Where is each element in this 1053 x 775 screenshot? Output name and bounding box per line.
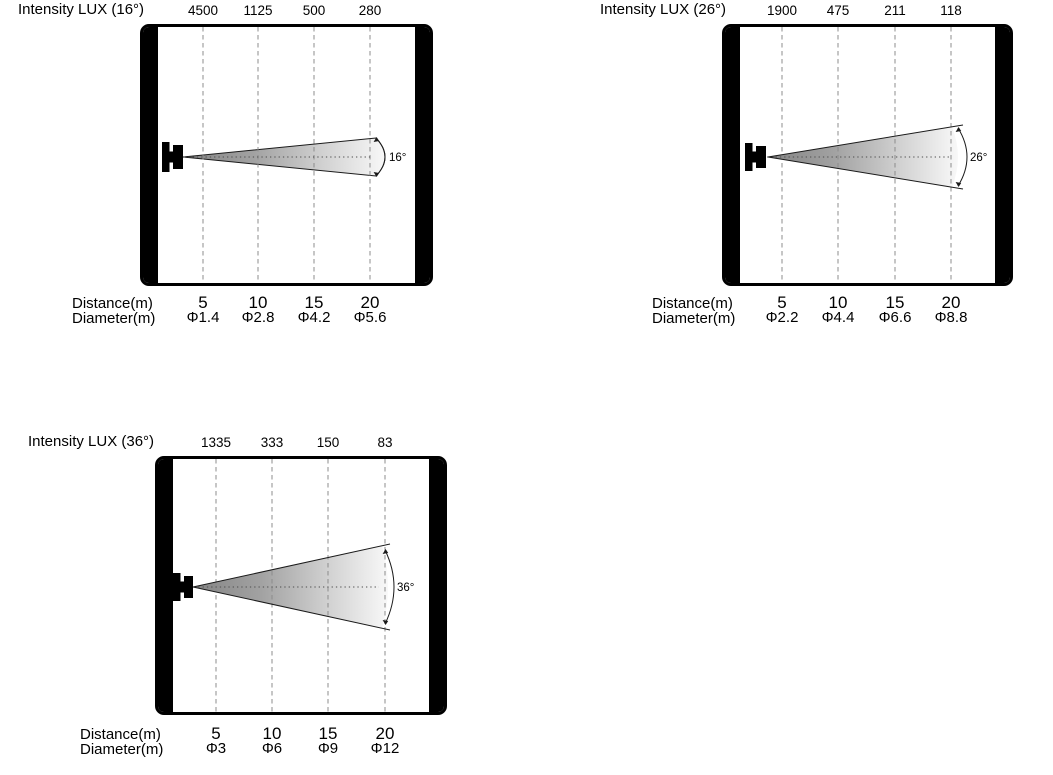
frame-side-bar-left bbox=[143, 27, 158, 283]
intensity-value: 1335 bbox=[200, 435, 232, 450]
beam-angle-label: 16° bbox=[389, 152, 406, 164]
beam-angle-arc bbox=[957, 127, 968, 187]
diagram-title: Intensity LUX (16°) bbox=[18, 1, 145, 18]
distance-value: 10 bbox=[248, 293, 268, 312]
distance-value: 15 bbox=[318, 724, 338, 743]
distance-axis-label: Distance(m) bbox=[80, 726, 161, 743]
diameter-value: Φ6 bbox=[261, 740, 283, 757]
beam-plot: 26° bbox=[725, 27, 1010, 283]
frame-side-bar-left bbox=[725, 27, 740, 283]
diameter-axis-label: Diameter(m) bbox=[652, 310, 736, 327]
beam-angle-label: 26° bbox=[970, 152, 987, 164]
intensity-value: 118 bbox=[940, 3, 962, 18]
beam-angle-arc bbox=[384, 549, 395, 625]
distance-value: 15 bbox=[885, 293, 905, 312]
distance-value: 15 bbox=[304, 293, 324, 312]
frame-side-bar-left bbox=[158, 459, 173, 712]
beam-angle-arc bbox=[375, 137, 386, 177]
distance-value: 10 bbox=[262, 724, 282, 743]
intensity-value: 500 bbox=[302, 3, 326, 18]
frame-side-bar-right bbox=[415, 27, 430, 283]
light-fixture-icon bbox=[173, 573, 193, 601]
diagram-title: Intensity LUX (36°) bbox=[28, 433, 155, 450]
beam-plot: 36° bbox=[158, 459, 444, 712]
distance-value: 5 bbox=[777, 293, 787, 312]
arc-arrow-up-icon bbox=[955, 127, 962, 132]
distance-value: 5 bbox=[211, 724, 221, 743]
diagram-title: Intensity LUX (26°) bbox=[600, 1, 727, 18]
intensity-value: 1125 bbox=[243, 3, 273, 18]
light-fixture-icon bbox=[745, 143, 766, 171]
intensity-value: 150 bbox=[316, 435, 340, 450]
distance-value: 10 bbox=[828, 293, 848, 312]
beam-cone bbox=[193, 546, 388, 628]
distance-value: 20 bbox=[941, 293, 961, 312]
light-fixture-icon bbox=[162, 142, 183, 172]
arc-arrow-down-icon bbox=[373, 172, 380, 177]
diameter-value: Φ9 bbox=[317, 740, 339, 757]
beam-edge-bottom bbox=[767, 156, 964, 190]
beam-cone bbox=[768, 127, 958, 187]
intensity-value: 475 bbox=[826, 3, 850, 18]
beam-frame: 26° bbox=[722, 24, 1013, 286]
diameter-axis-label: Diameter(m) bbox=[72, 310, 156, 327]
diameter-value: Φ12 bbox=[370, 740, 400, 757]
distance-axis-label: Distance(m) bbox=[652, 295, 733, 312]
beam-edge-bottom bbox=[192, 586, 391, 631]
intensity-value: 280 bbox=[358, 3, 382, 18]
arc-arrow-up-icon bbox=[382, 549, 389, 554]
diameter-value: Φ4.4 bbox=[821, 309, 855, 326]
beam-plot: 16° bbox=[143, 27, 430, 283]
diameter-value: Φ5.6 bbox=[353, 309, 387, 326]
diameter-value: Φ4.2 bbox=[297, 309, 331, 326]
distance-value: 20 bbox=[360, 293, 380, 312]
frame-side-bar-right bbox=[429, 459, 444, 712]
diameter-value: Φ2.2 bbox=[765, 309, 799, 326]
distance-axis-label: Distance(m) bbox=[72, 295, 153, 312]
distance-value: 20 bbox=[375, 724, 395, 743]
arc-arrow-down-icon bbox=[382, 620, 389, 625]
diameter-value: Φ3 bbox=[205, 740, 227, 757]
intensity-value: 83 bbox=[377, 435, 393, 450]
intensity-value: 211 bbox=[884, 3, 906, 18]
intensity-value: 333 bbox=[260, 435, 284, 450]
beam-frame: 36° bbox=[155, 456, 447, 715]
arc-arrow-up-icon bbox=[373, 137, 380, 142]
beam-edge-top bbox=[767, 124, 964, 158]
intensity-value: 1900 bbox=[766, 3, 798, 18]
diameter-value: Φ8.8 bbox=[934, 309, 968, 326]
intensity-value: 4500 bbox=[187, 3, 219, 18]
diameter-value: Φ1.4 bbox=[186, 309, 220, 326]
beam-angle-label: 36° bbox=[397, 582, 414, 594]
beam-edge-top bbox=[192, 543, 391, 588]
arc-arrow-down-icon bbox=[955, 182, 962, 187]
diameter-axis-label: Diameter(m) bbox=[80, 741, 164, 758]
beam-frame: 16° bbox=[140, 24, 433, 286]
diameter-value: Φ6.6 bbox=[878, 309, 912, 326]
diameter-value: Φ2.8 bbox=[241, 309, 275, 326]
distance-value: 5 bbox=[198, 293, 208, 312]
frame-side-bar-right bbox=[995, 27, 1010, 283]
